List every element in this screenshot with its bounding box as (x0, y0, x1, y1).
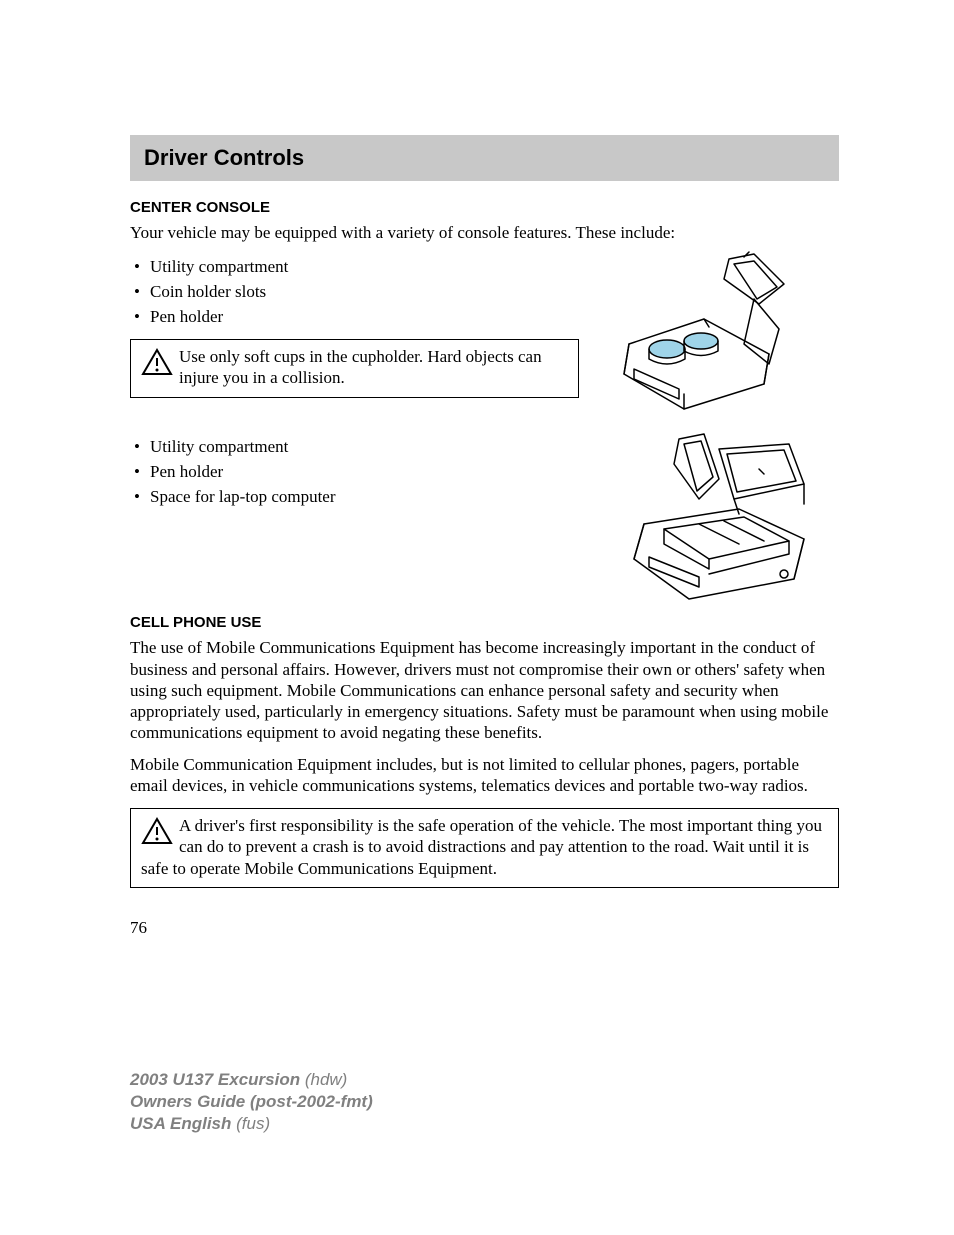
footer-line-2: Owners Guide (post-2002-fmt) (130, 1091, 373, 1113)
footer-line-3: USA English (fus) (130, 1113, 373, 1135)
cell-phone-para-2: Mobile Communication Equipment includes,… (130, 754, 839, 797)
warning-box-driver-responsibility: A driver's first responsibility is the s… (130, 808, 839, 888)
warning-triangle-icon (141, 817, 173, 845)
footer-line-1: 2003 U137 Excursion (hdw) (130, 1069, 373, 1091)
warning-triangle-icon (141, 348, 173, 376)
footer-vehicle: 2003 U137 Excursion (130, 1070, 305, 1089)
list-item: Pen holder (130, 305, 579, 330)
page-number: 76 (130, 918, 839, 938)
warning-box-cupholder: Use only soft cups in the cupholder. Har… (130, 339, 579, 398)
list-item: Utility compartment (130, 255, 579, 280)
section-heading-cell-phone: CELL PHONE USE (130, 614, 839, 631)
warning-text: A driver's first responsibility is the s… (141, 816, 822, 878)
page-header-bar: Driver Controls (130, 135, 839, 181)
footer-lang: USA English (130, 1114, 236, 1133)
list-item: Utility compartment (130, 435, 579, 460)
bullet-list-1: Utility compartment Coin holder slots Pe… (130, 255, 579, 329)
console-illustration-1 (609, 249, 829, 419)
warning-text: Use only soft cups in the cupholder. Har… (179, 347, 542, 387)
footer-guide: Owners Guide (post-2002-fmt) (130, 1092, 373, 1111)
list-item: Coin holder slots (130, 280, 579, 305)
bullet-list-2: Utility compartment Pen holder Space for… (130, 435, 579, 509)
footer-block: 2003 U137 Excursion (hdw) Owners Guide (… (130, 1069, 373, 1135)
footer-code-2: (fus) (236, 1114, 270, 1133)
section-heading-center-console: CENTER CONSOLE (130, 199, 839, 216)
list-item: Pen holder (130, 460, 579, 485)
console-illustration-2 (609, 429, 829, 604)
page-header-title: Driver Controls (144, 145, 825, 171)
cell-phone-para-1: The use of Mobile Communications Equipme… (130, 637, 839, 743)
footer-code-1: (hdw) (305, 1070, 348, 1089)
intro-text: Your vehicle may be equipped with a vari… (130, 222, 839, 243)
list-item: Space for lap-top computer (130, 485, 579, 510)
